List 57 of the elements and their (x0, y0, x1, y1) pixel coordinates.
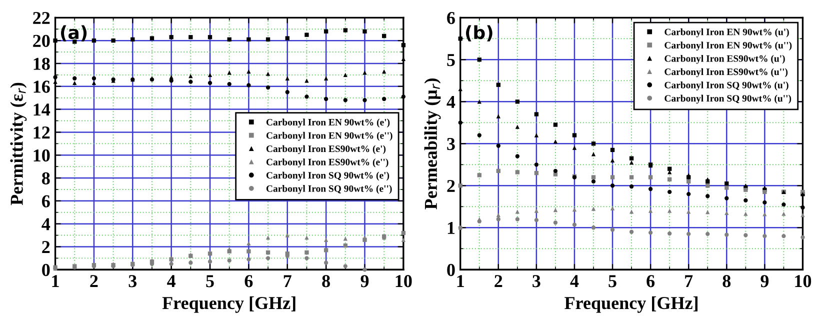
x-tick-label: 1 (457, 275, 464, 288)
legend-label: Carbonyl Iron SQ 90wt% (u'') (664, 94, 792, 104)
y-axis-title: Permeability (μ$_{r}$) (424, 78, 441, 210)
annotation: (b) (466, 25, 492, 42)
x-tick-label: 3 (532, 275, 540, 288)
x-tick-label: 6 (244, 275, 253, 288)
x-tick-label: 1 (52, 275, 59, 288)
x-tick-label: 4 (570, 275, 579, 288)
y-tick-label: 2 (42, 241, 50, 253)
y-tick-label: 0 (447, 264, 455, 276)
legend-label: Carbonyl Iron EN 90wt% (u') (664, 28, 789, 38)
legend-label: Carbonyl Iron ES90wt% (u'') (664, 68, 788, 78)
x-axis-title: Frequency [GHz] (162, 296, 296, 313)
y-tick-label: 20 (33, 34, 50, 48)
x-tick-label: 4 (167, 275, 176, 288)
legend-label: Carbonyl Iron SQ 90wt% (e') (266, 172, 390, 181)
legend-label: Carbonyl Iron ES90wt% (e'') (266, 158, 388, 168)
x-tick-label: 8 (722, 275, 731, 288)
legend-label: Carbonyl Iron ES90wt% (u') (664, 54, 785, 64)
y-tick-label: 16 (34, 80, 50, 93)
y-tick-label: 22 (33, 12, 50, 24)
x-axis-title: Frequency [GHz] (564, 296, 698, 313)
x-tick-label: 7 (284, 275, 292, 288)
legend-label: Carbonyl Iron ES90wt% (e') (266, 145, 386, 154)
legend-label: Carbonyl Iron EN 90wt% (u'') (664, 42, 792, 51)
x-tick-label: 10 (396, 275, 412, 288)
y-tick-label: 0 (42, 264, 50, 276)
y-tick-label: 12 (34, 126, 50, 138)
x-tick-label: 9 (360, 275, 369, 288)
y-tick-label: 4 (446, 96, 456, 108)
y-tick-label: 6 (42, 195, 50, 208)
legend-label: Carbonyl Iron EN 90wt% (e') (266, 118, 390, 128)
y-tick-label: 3 (447, 138, 455, 150)
y-tick-label: 4 (42, 218, 50, 230)
y-tick-label: 1 (448, 222, 455, 234)
y-tick-label: 18 (34, 58, 50, 70)
legend-label: Carbonyl Iron SQ 90wt% (e'') (266, 185, 392, 194)
x-tick-label: 10 (795, 275, 812, 288)
y-tick-label: 6 (447, 12, 455, 24)
x-tick-label: 5 (608, 275, 616, 288)
y-tick-label: 8 (42, 172, 50, 184)
y-tick-label: 10 (34, 149, 50, 162)
y-tick-label: 5 (447, 54, 455, 66)
y-tick-label: 14 (34, 104, 50, 116)
y-axis-title: Permittivity (ε$_{r}$) (10, 82, 27, 206)
y-tick-label: 2 (447, 180, 455, 192)
x-tick-label: 3 (128, 275, 137, 288)
x-tick-label: 9 (760, 275, 769, 288)
x-tick-label: 2 (494, 275, 502, 288)
x-tick-label: 2 (90, 275, 98, 288)
legend-label: Carbonyl Iron SQ 90wt% (u') (664, 82, 788, 90)
x-tick-label: 6 (646, 275, 655, 288)
annotation: (a) (61, 25, 87, 42)
x-tick-label: 7 (685, 275, 693, 288)
legend-label: Carbonyl Iron EN 90wt% (e'') (266, 132, 392, 141)
x-tick-label: 5 (206, 275, 214, 288)
x-tick-label: 8 (322, 275, 330, 288)
